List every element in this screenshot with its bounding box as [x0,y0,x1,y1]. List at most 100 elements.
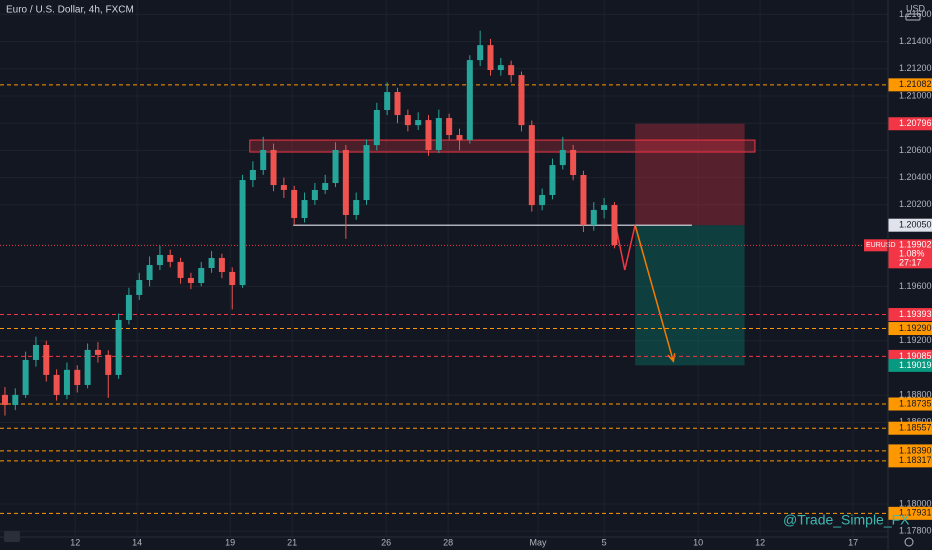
candle-body [415,120,422,126]
symbol-label: EURUSD [866,242,896,249]
candle-body [156,254,163,266]
target-zone [635,225,745,366]
y-tick-label: 1.21400 [899,36,932,46]
candle-body [43,344,50,375]
y-tick-label: 1.19200 [899,335,932,345]
candle-body [332,149,339,184]
level-label: 1.19085 [899,351,932,361]
level-tag [888,444,932,458]
candle-body [125,294,132,320]
candle-body [208,257,215,269]
candle-body [177,261,184,278]
candle-body [249,169,256,181]
level-tag [888,308,932,322]
candle-body [167,254,174,262]
y-tick-label: 1.17800 [899,526,932,536]
x-tick-label: 10 [693,537,703,547]
level-tag [888,397,932,411]
candle-body [363,145,370,201]
resistance-zone [249,139,756,153]
x-tick-label: 26 [381,537,391,547]
candle-body [291,189,298,218]
candle-body [322,183,329,190]
candle-body [94,349,101,355]
candle-body [601,205,608,210]
candle-body [342,149,349,215]
candle-body [84,349,91,385]
level-tag [888,322,932,336]
candle-body [425,120,432,150]
level-label: 1.18317 [899,455,932,465]
candle-body [136,279,143,295]
level-label: 1.18557 [899,423,932,433]
candle-body [280,185,287,190]
y-tick-label: 1.21200 [899,63,932,73]
candle-body [446,118,453,136]
projection-arrow [634,224,675,362]
candle-body [32,344,39,360]
candle-body [435,118,442,150]
candle-body [404,115,411,126]
level-tag [888,421,932,435]
level-tag [888,78,932,92]
level-label: 1.18390 [899,445,932,455]
current-change: 1.08% [899,249,925,259]
level-label: 1.19393 [899,309,932,319]
candle-body [466,60,473,141]
candle-body [528,125,535,206]
candle-body [570,149,577,176]
candle-body [311,189,318,201]
settings-icon[interactable] [904,537,914,547]
x-tick-label: 28 [443,537,453,547]
candle-body [508,65,515,76]
candle-body [12,394,19,405]
candle-body [198,268,205,283]
logo[interactable] [4,531,20,542]
current-tag [888,239,932,269]
candle-body [456,135,463,141]
candle-body [115,319,122,375]
y-tick-label: 1.18800 [899,390,932,400]
candle-body [497,65,504,71]
x-tick-label: May [529,537,547,547]
y-tick-label: 1.19600 [899,281,932,291]
candle-body [518,75,525,126]
level-label: 1.20050 [899,220,932,230]
x-tick-label: 17 [848,537,858,547]
candle-body [270,149,277,186]
x-tick-label: 19 [225,537,235,547]
symbol-tag [864,239,888,252]
candle-body [301,200,308,218]
candle-body [611,205,618,246]
level-label: 1.19290 [899,323,932,333]
candle-body [22,359,29,395]
lock-icon[interactable] [905,13,921,21]
chart-title: Euro / U.S. Dollar, 4h, FXCM [6,5,134,16]
candle-body [539,195,546,206]
projection-path [615,225,636,271]
y-tick-label: 1.21000 [899,90,932,100]
candle-body [384,92,391,111]
y-tick-label: 1.20200 [899,199,932,209]
candle-body [373,110,380,146]
stop-zone [635,123,745,226]
candle-body [146,265,153,280]
level-label: 1.21082 [899,79,932,89]
level-label: 1.20796 [899,118,932,128]
candle-body [559,149,566,166]
level-label: 1.19019 [899,360,932,370]
candle-body [187,277,194,283]
y-tick-label: 1.18000 [899,498,932,508]
y-tick-label: 1.20400 [899,172,932,182]
candle-body [53,374,60,395]
candle-body [229,271,236,286]
current-countdown: 27:17 [899,258,922,268]
level-tag [888,358,932,372]
level-label: 1.18735 [899,398,932,408]
x-tick-label: 21 [287,537,297,547]
level-tag [888,218,932,232]
candle-body [487,45,494,71]
candle-body [218,257,225,272]
